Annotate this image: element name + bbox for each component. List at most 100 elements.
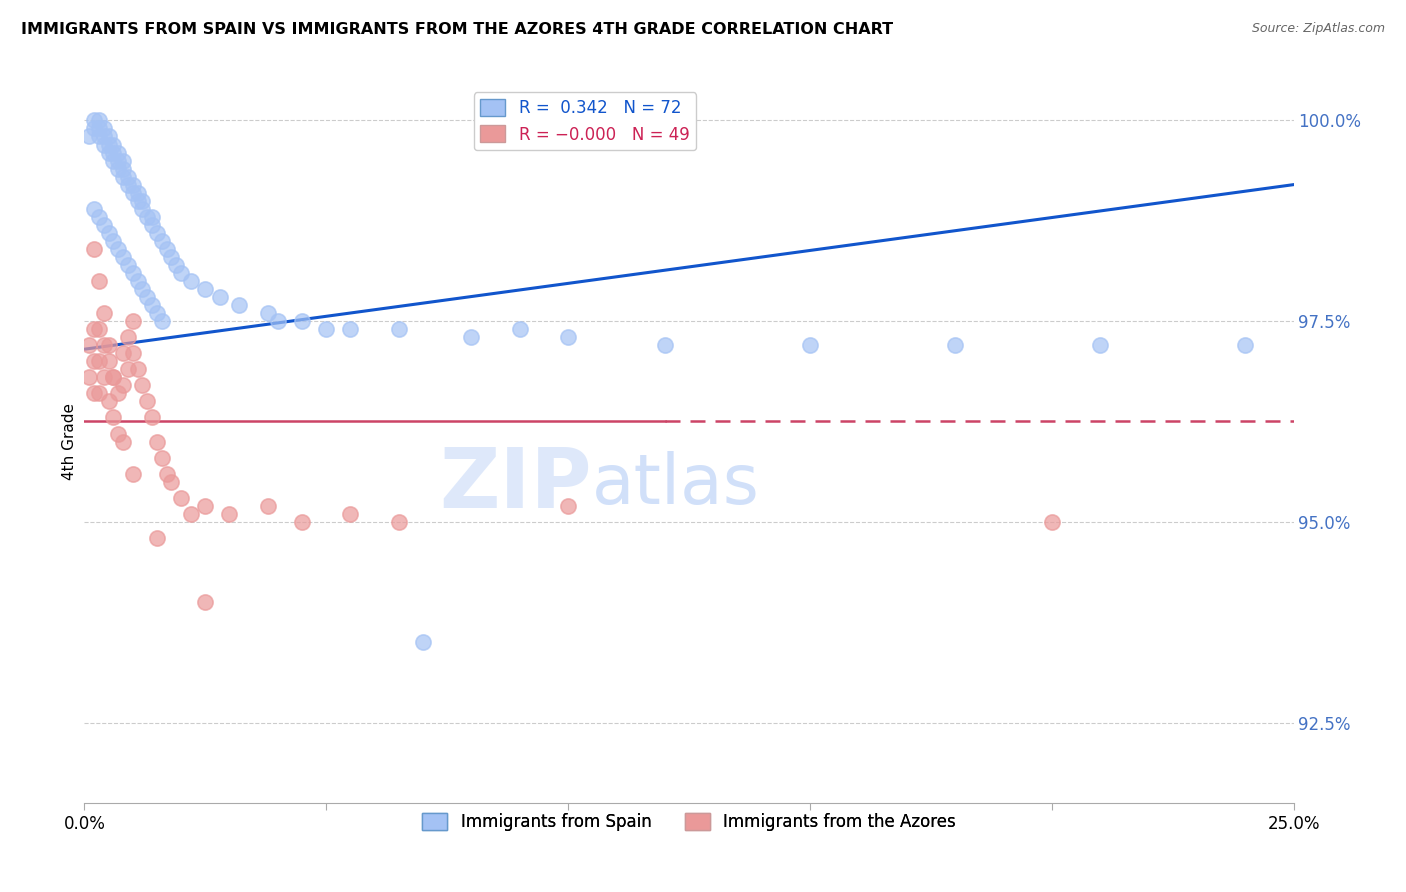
Point: [150, 450, 173, 465]
Point: [146, 306, 169, 320]
Point: [136, 290, 159, 304]
Point: [93, 306, 115, 320]
Point: [412, 635, 434, 649]
Point: [117, 330, 139, 344]
Point: [170, 491, 193, 505]
Point: [121, 346, 143, 360]
Point: [557, 499, 579, 513]
Point: [97, 394, 120, 409]
Point: [112, 161, 135, 176]
Point: [150, 314, 173, 328]
Point: [160, 250, 183, 264]
Point: [103, 370, 125, 384]
Point: [1088, 338, 1111, 352]
Point: [112, 346, 135, 360]
Point: [83, 121, 105, 136]
Point: [112, 378, 135, 392]
Point: [83, 113, 105, 128]
Point: [83, 322, 105, 336]
Point: [117, 258, 139, 272]
Point: [257, 306, 280, 320]
Point: [112, 434, 135, 449]
Point: [97, 354, 120, 368]
Point: [131, 378, 153, 392]
Point: [150, 234, 173, 248]
Point: [146, 434, 169, 449]
Point: [97, 137, 120, 152]
Point: [93, 370, 115, 384]
Point: [83, 202, 105, 216]
Point: [799, 338, 821, 352]
Point: [93, 218, 115, 232]
Point: [107, 242, 129, 256]
Point: [127, 186, 149, 200]
Point: [127, 194, 149, 208]
Point: [141, 298, 163, 312]
Text: IMMIGRANTS FROM SPAIN VS IMMIGRANTS FROM THE AZORES 4TH GRADE CORRELATION CHART: IMMIGRANTS FROM SPAIN VS IMMIGRANTS FROM…: [21, 22, 893, 37]
Point: [103, 145, 125, 160]
Legend: Immigrants from Spain, Immigrants from the Azores: Immigrants from Spain, Immigrants from t…: [416, 806, 962, 838]
Point: [107, 161, 129, 176]
Point: [83, 354, 105, 368]
Point: [180, 274, 202, 288]
Point: [170, 266, 193, 280]
Point: [77, 129, 100, 144]
Point: [557, 330, 579, 344]
Point: [1040, 515, 1063, 529]
Point: [83, 242, 105, 256]
Point: [121, 186, 143, 200]
Point: [136, 210, 159, 224]
Point: [339, 507, 361, 521]
Point: [97, 145, 120, 160]
Point: [97, 338, 120, 352]
Text: Source: ZipAtlas.com: Source: ZipAtlas.com: [1251, 22, 1385, 36]
Point: [155, 467, 177, 481]
Point: [194, 595, 217, 609]
Point: [654, 338, 676, 352]
Point: [141, 210, 163, 224]
Point: [121, 178, 143, 192]
Point: [87, 113, 110, 128]
Point: [103, 410, 125, 425]
Point: [194, 282, 217, 296]
Point: [141, 218, 163, 232]
Point: [87, 129, 110, 144]
Point: [121, 314, 143, 328]
Point: [388, 515, 411, 529]
Point: [146, 226, 169, 240]
Point: [160, 475, 183, 489]
Point: [165, 258, 187, 272]
Point: [93, 338, 115, 352]
Point: [77, 370, 100, 384]
Point: [208, 290, 231, 304]
Point: [315, 322, 337, 336]
Point: [339, 322, 361, 336]
Point: [943, 338, 966, 352]
Point: [93, 137, 115, 152]
Point: [112, 153, 135, 168]
Point: [87, 121, 110, 136]
Point: [87, 210, 110, 224]
Point: [131, 202, 153, 216]
Point: [180, 507, 202, 521]
Point: [388, 322, 411, 336]
Point: [131, 282, 153, 296]
Point: [87, 322, 110, 336]
Point: [509, 322, 531, 336]
Point: [155, 242, 177, 256]
Point: [97, 129, 120, 144]
Point: [146, 531, 169, 545]
Point: [107, 426, 129, 441]
Point: [127, 274, 149, 288]
Point: [1234, 338, 1257, 352]
Point: [103, 153, 125, 168]
Point: [291, 515, 314, 529]
Point: [83, 386, 105, 401]
Point: [93, 121, 115, 136]
Point: [291, 314, 314, 328]
Point: [460, 330, 482, 344]
Point: [257, 499, 280, 513]
Point: [127, 362, 149, 376]
Point: [136, 394, 159, 409]
Point: [117, 362, 139, 376]
